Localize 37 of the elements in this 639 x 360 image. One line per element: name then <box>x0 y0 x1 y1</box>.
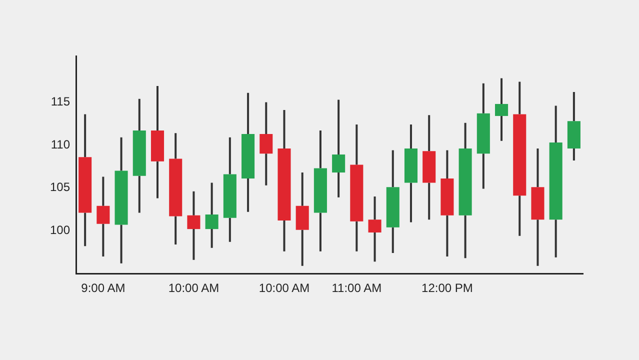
y-tick-label: 100 <box>50 223 70 238</box>
candlestick <box>96 176 110 258</box>
candlestick <box>132 98 146 214</box>
candlestick <box>78 113 92 248</box>
candlestick <box>549 104 562 258</box>
x-tick-label: 11:00 AM <box>332 281 382 296</box>
candlestick <box>205 182 218 249</box>
candlestick <box>296 172 309 267</box>
candlestick <box>567 90 580 162</box>
candlestick <box>458 122 472 260</box>
candlestick <box>114 136 128 264</box>
candlestick <box>513 80 526 237</box>
candlestick <box>150 84 164 200</box>
candlestick <box>314 130 327 252</box>
x-tick-label: 10:00 AM <box>168 281 220 296</box>
candlestick <box>386 149 400 254</box>
candlestick <box>169 132 182 246</box>
x-tick-label: 9:00 AM <box>81 281 126 296</box>
candlestick <box>187 190 200 261</box>
candlestick <box>278 108 291 252</box>
candlestick <box>440 149 454 258</box>
y-tick-label: 110 <box>50 137 70 152</box>
x-tick-label: 10:00 AM <box>258 281 310 296</box>
candlestick <box>531 148 544 267</box>
candlestick <box>260 101 273 186</box>
candlestick <box>242 92 255 213</box>
candlestick <box>368 196 382 263</box>
candlestick <box>495 77 508 142</box>
candlestick <box>350 124 364 252</box>
candlestick <box>422 114 436 221</box>
x-tick-label: 12:00 PM <box>422 281 473 296</box>
y-tick-label: 115 <box>50 94 70 109</box>
candlestick <box>223 136 236 243</box>
y-tick-label: 105 <box>50 180 70 194</box>
candlestick <box>404 124 418 224</box>
candlestick <box>332 98 346 198</box>
candlestick <box>476 82 490 190</box>
